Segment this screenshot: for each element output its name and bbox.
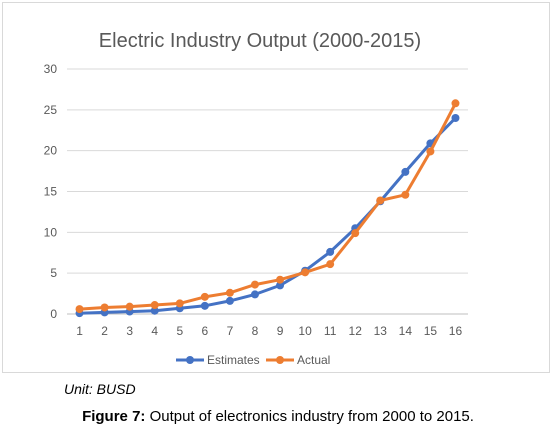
figure-caption: Figure 7: Output of electronics industry… xyxy=(0,408,556,425)
legend-marker xyxy=(186,356,194,364)
x-tick-label: 14 xyxy=(399,324,413,338)
data-point-actual xyxy=(401,190,410,199)
x-tick-label: 6 xyxy=(202,324,209,338)
y-tick-label: 30 xyxy=(44,62,58,76)
x-tick-label: 10 xyxy=(298,324,312,338)
x-tick-label: 11 xyxy=(324,324,337,338)
x-tick-label: 8 xyxy=(252,324,259,338)
y-tick-label: 10 xyxy=(44,225,58,239)
x-tick-label: 4 xyxy=(151,324,158,338)
y-tick-label: 25 xyxy=(44,103,58,117)
x-tick-label: 16 xyxy=(449,324,463,338)
x-tick-label: 12 xyxy=(349,324,363,338)
chart-frame xyxy=(2,2,550,373)
data-point-estimates xyxy=(200,301,209,310)
data-point-actual xyxy=(351,229,360,238)
data-point-estimates xyxy=(225,296,234,305)
x-tick-label: 7 xyxy=(227,324,234,338)
data-point-actual xyxy=(376,196,385,205)
x-tick-label: 5 xyxy=(176,324,183,338)
y-tick-label: 15 xyxy=(44,185,58,199)
data-point-actual xyxy=(276,275,285,284)
data-point-actual xyxy=(75,305,84,314)
data-point-actual xyxy=(125,302,134,311)
legend-label: Actual xyxy=(297,353,330,367)
x-tick-label: 9 xyxy=(277,324,284,338)
x-tick-label: 2 xyxy=(101,324,108,338)
x-tick-label: 13 xyxy=(374,324,388,338)
figure-caption-text: Output of electronics industry from 2000… xyxy=(145,408,474,425)
data-point-estimates xyxy=(401,167,410,176)
data-point-actual xyxy=(326,260,335,269)
legend-label: Estimates xyxy=(207,353,260,367)
y-tick-label: 20 xyxy=(44,144,58,158)
x-tick-label: 15 xyxy=(424,324,438,338)
data-point-actual xyxy=(250,280,259,289)
data-point-actual xyxy=(100,303,109,312)
figure-label: Figure 7: xyxy=(82,408,146,425)
y-tick-label: 0 xyxy=(50,307,57,321)
series-line-estimates xyxy=(78,116,457,315)
x-tick-label: 3 xyxy=(126,324,133,338)
chart-title: Electric Industry Output (2000-2015) xyxy=(99,30,421,52)
data-point-actual xyxy=(150,301,159,310)
data-point-actual xyxy=(175,299,184,308)
legend-marker xyxy=(276,356,284,364)
data-point-estimates xyxy=(250,290,259,299)
data-point-estimates xyxy=(276,281,285,290)
data-point-actual xyxy=(200,292,209,301)
data-point-estimates xyxy=(150,306,159,315)
data-point-actual xyxy=(426,147,435,156)
data-point-actual xyxy=(451,99,460,108)
line-chart: Electric Industry Output (2000-2015) 0 5 10… xyxy=(44,30,468,367)
unit-note: Unit: BUSD xyxy=(64,381,136,397)
x-tick-label: 1 xyxy=(76,324,83,338)
data-point-estimates xyxy=(451,114,460,122)
data-point-actual xyxy=(301,268,310,277)
data-point-actual xyxy=(225,288,234,297)
data-point-estimates xyxy=(326,247,335,256)
y-tick-label: 5 xyxy=(50,266,57,280)
series-line-actual xyxy=(78,101,457,311)
